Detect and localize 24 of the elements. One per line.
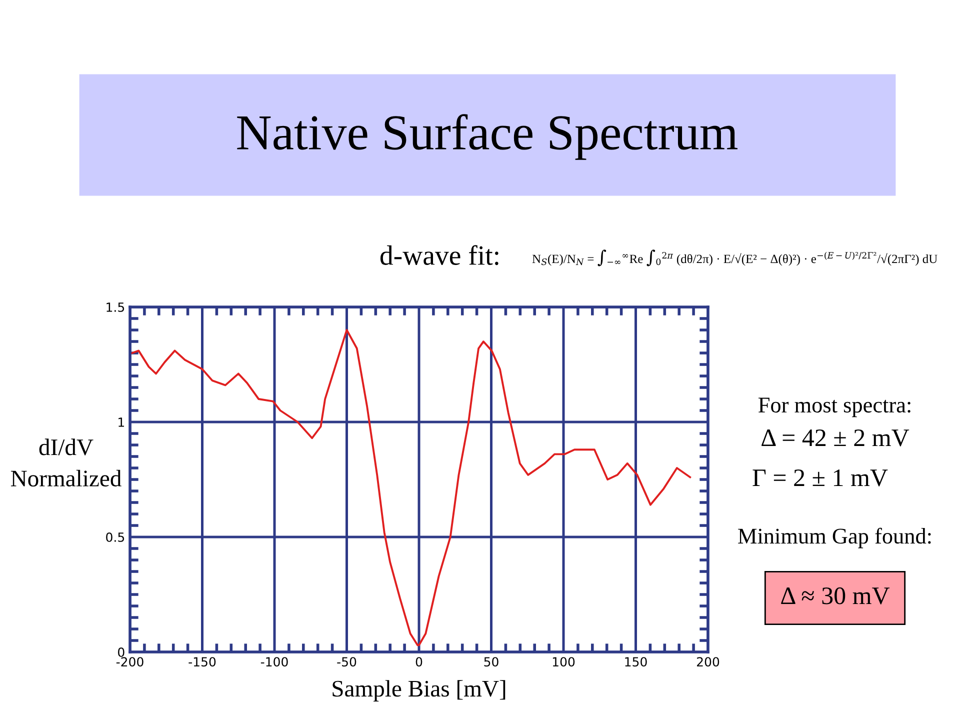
x-tick-label: 150 bbox=[625, 657, 647, 667]
text: For most spectra: bbox=[758, 398, 910, 418]
x-tick-label: 200 bbox=[696, 657, 720, 667]
text: Δ = 42 ± 2 mV bbox=[762, 429, 910, 446]
y-tick-label: 1.5 bbox=[106, 302, 124, 312]
text: N$_{S}$(E)/N$_{N}$ = ∫$_{−∞}$$^{∞}$Re ∫$_{0}$$^{2π}$ (dθ/2π) · E/√(E² − Δ(θ)²) · e$^{−(E−U)²/2Γ²}$/√(2πΓ²) dU bbox=[532, 250, 938, 266]
text: Γ = 2 ± 1 mV bbox=[752, 469, 888, 486]
y-tick-label: 1 bbox=[118, 418, 124, 427]
line-series bbox=[131, 329, 692, 646]
x-axis-title: Sample Bias [mV] bbox=[332, 680, 506, 702]
text: d-wave fit: bbox=[380, 245, 498, 266]
x-tick-label: 0 bbox=[416, 657, 422, 667]
x-tick-label: -150 bbox=[188, 657, 216, 667]
x-tick-label: 100 bbox=[552, 657, 575, 667]
text: Δ ≈ 30 mV bbox=[781, 587, 890, 604]
x-tick-label: -50 bbox=[337, 657, 356, 667]
x-tick-label: -100 bbox=[260, 657, 288, 667]
text: Minimum Gap found: bbox=[738, 528, 931, 548]
chart-title: Native Surface Spectrum bbox=[237, 114, 738, 160]
x-tick-label: -200 bbox=[116, 657, 144, 667]
y-axis-title: dI/dV Normalized bbox=[10, 438, 122, 487]
x-tick-label: 50 bbox=[484, 657, 498, 667]
y-tick-label: 0.5 bbox=[106, 532, 124, 542]
y-tick-label: 0 bbox=[118, 647, 124, 657]
